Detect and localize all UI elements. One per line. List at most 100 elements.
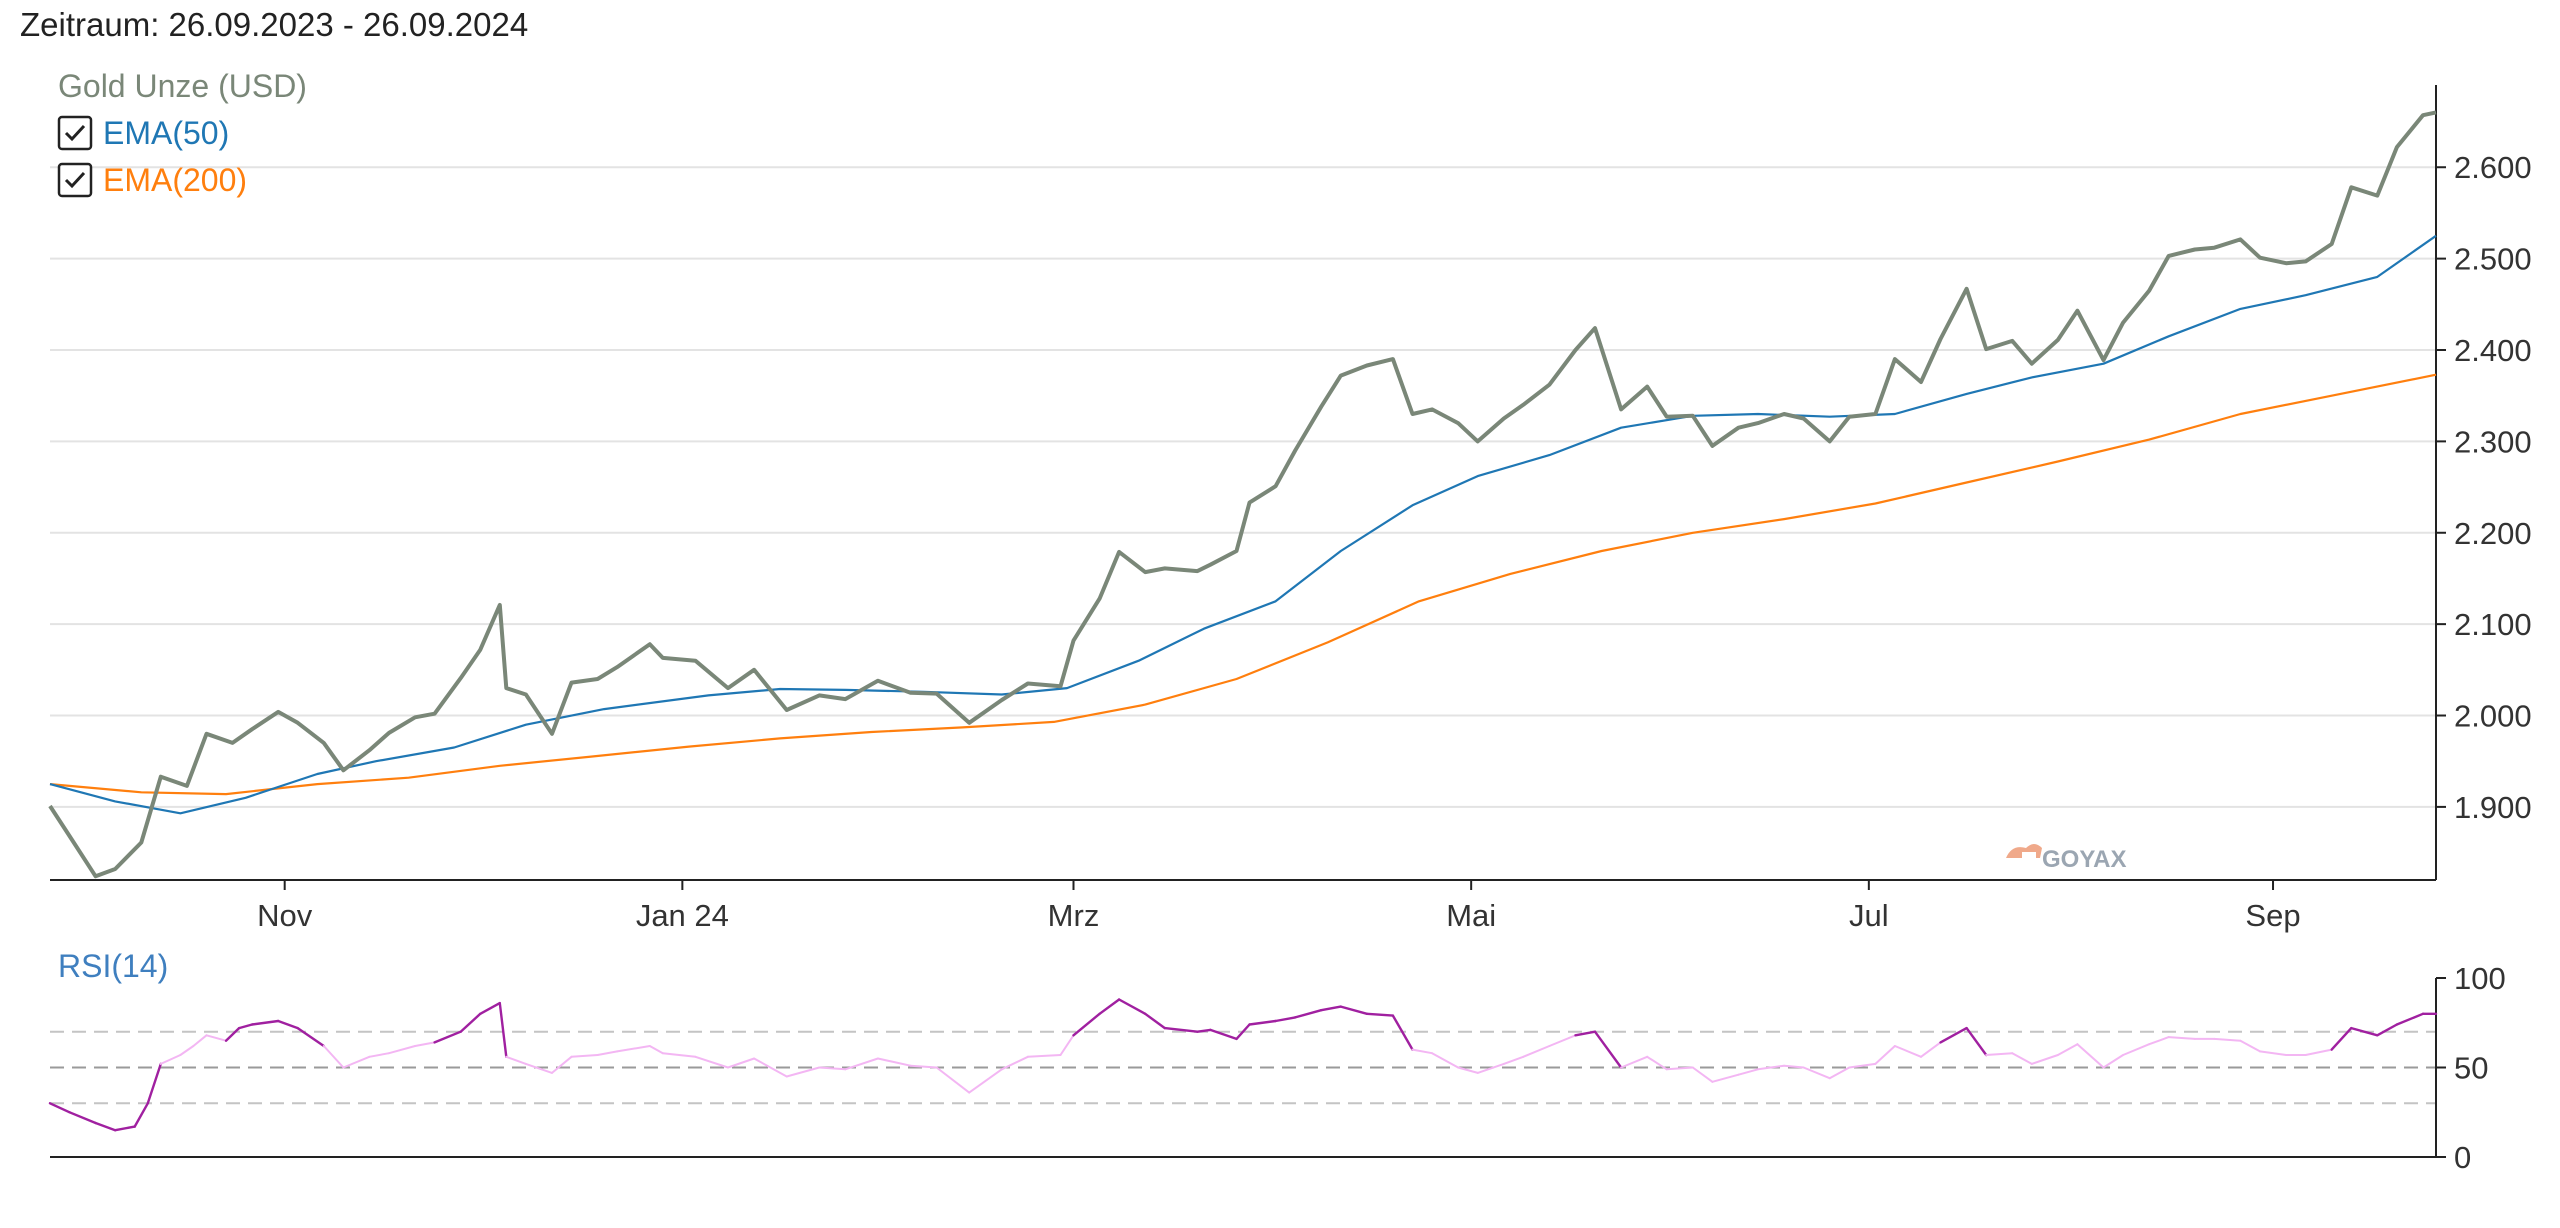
rsi-segment: [1026, 1054, 1062, 1058]
rsi-segment: [1431, 1052, 1460, 1069]
rsi-segment: [1411, 1048, 1434, 1055]
series-line-ema200: [49, 373, 2437, 796]
rsi-segment: [1574, 1030, 1597, 1037]
rsi-segment: [2102, 1054, 2125, 1069]
rsi-segment: [596, 1050, 619, 1056]
rsi-segment: [237, 1023, 254, 1030]
y-tick-label: 2.500: [2454, 242, 2532, 277]
x-tick-label: Jul: [1849, 898, 1889, 933]
rsi-segment: [727, 1057, 756, 1069]
rsi-segment: [2148, 1036, 2170, 1046]
rsi-segment: [1548, 1034, 1577, 1047]
x-tick-label: Mai: [1446, 898, 1496, 933]
rsi-segment: [322, 1045, 345, 1069]
rsi-segment: [2030, 1054, 2059, 1065]
rsi-y-tick-label: 100: [2454, 961, 2506, 996]
legend-label: EMA(200): [103, 162, 247, 198]
rsi-segment: [1920, 1041, 1942, 1058]
rsi-segment: [1757, 1064, 1786, 1071]
rsi-segment: [1196, 1028, 1212, 1033]
legend-item: Gold Unze (USD): [58, 68, 307, 104]
rsi-segment: [113, 1125, 136, 1132]
y-tick-label: 2.200: [2454, 516, 2532, 551]
rsi-segment: [94, 1121, 117, 1132]
rsi-segment: [1965, 1026, 1988, 1057]
series-line-ema50: [49, 234, 2437, 815]
rsi-segment: [277, 1019, 299, 1030]
legend-item[interactable]: EMA(200): [57, 162, 247, 198]
rsi-segment: [1072, 1012, 1101, 1037]
watermark-text: GOYAX: [2042, 846, 2126, 873]
rsi-segment: [909, 1064, 938, 1069]
bull-icon: [2006, 844, 2042, 858]
rsi-segment: [368, 1052, 390, 1058]
rsi-segment: [48, 1102, 71, 1114]
rsi-segment: [1143, 1012, 1167, 1030]
rsi-segment: [876, 1057, 912, 1067]
legend-item[interactable]: EMA(50): [57, 115, 229, 151]
rsi-y-tick-label: 50: [2454, 1051, 2488, 1086]
rsi-segment: [524, 1062, 553, 1074]
rsi-segment: [648, 1045, 664, 1055]
rsi-segment: [844, 1057, 879, 1071]
rsi-segment: [133, 1102, 150, 1128]
rsi-segment: [250, 1019, 280, 1026]
rsi-segment: [1620, 1055, 1649, 1069]
goyax-watermark: GOYAX: [2006, 844, 2126, 873]
rsi-segment: [1737, 1068, 1759, 1076]
x-tick-label: Mrz: [1048, 898, 1100, 933]
rsi-segment: [2076, 1043, 2105, 1069]
rsi-segment: [1365, 1012, 1395, 1017]
rsi-segment: [1893, 1045, 1922, 1058]
price-grid: [50, 166, 2436, 808]
check-icon[interactable]: [57, 115, 93, 151]
y-tick-label: 2.000: [2454, 699, 2532, 734]
rsi-segment: [1802, 1066, 1831, 1080]
rsi-segment: [296, 1026, 325, 1048]
rsi-segment: [179, 1045, 195, 1056]
x-tick-label: Jan 24: [636, 898, 729, 933]
rsi-segment: [1874, 1045, 1896, 1065]
rsi-segment: [2376, 1023, 2399, 1037]
x-tick-label: Sep: [2245, 898, 2300, 933]
rsi-segment: [1593, 1030, 1623, 1069]
price-y-axis: 1.900 2.000 2.100 2.200 2.300 2.400 2.500 2.600: [2436, 150, 2532, 825]
rsi-segment: [1665, 1066, 1694, 1071]
rsi-segment: [2259, 1050, 2288, 1056]
rsi-segment: [459, 1012, 482, 1033]
rsi-segment: [616, 1045, 651, 1053]
rsi-segment: [414, 1041, 436, 1047]
rsi-segment: [1848, 1062, 1877, 1069]
rsi-segment: [159, 1054, 182, 1065]
rsi-segment: [1711, 1073, 1740, 1083]
check-icon[interactable]: [57, 162, 93, 198]
rsi-segment: [2167, 1036, 2196, 1040]
legend: Gold Unze (USD) EMA(50) EMA(200): [57, 68, 307, 198]
rsi-segment: [505, 1055, 527, 1065]
rsi-segment: [1828, 1066, 1851, 1080]
rsi-segment: [2395, 1012, 2425, 1026]
rsi-segment: [1293, 1009, 1323, 1019]
rsi-panel: RSI(14) 0 50 100: [48, 948, 2506, 1175]
rsi-segment: [2122, 1043, 2151, 1056]
rsi-segment: [1783, 1064, 1805, 1069]
rsi-segment: [1000, 1055, 1029, 1071]
rsi-segment: [479, 1001, 501, 1015]
rsi-segment: [661, 1052, 697, 1058]
rsi-segment: [935, 1066, 971, 1094]
rsi-segment: [192, 1034, 208, 1047]
x-tick-label: Nov: [257, 898, 313, 933]
rsi-segment: [753, 1057, 788, 1078]
rsi-y-tick-label: 0: [2454, 1140, 2471, 1175]
legend-label: Gold Unze (USD): [58, 68, 307, 104]
rsi-segment: [694, 1055, 729, 1069]
rsi-segment: [1163, 1026, 1199, 1033]
rsi-segment: [1646, 1055, 1668, 1071]
rsi-segment: [1502, 1055, 1525, 1065]
rsi-segment: [1939, 1026, 1968, 1044]
price-series: [48, 110, 2437, 879]
rsi-segment: [1059, 1034, 1075, 1056]
rsi-segment: [1274, 1016, 1297, 1023]
rsi-segment: [1985, 1052, 2014, 1056]
